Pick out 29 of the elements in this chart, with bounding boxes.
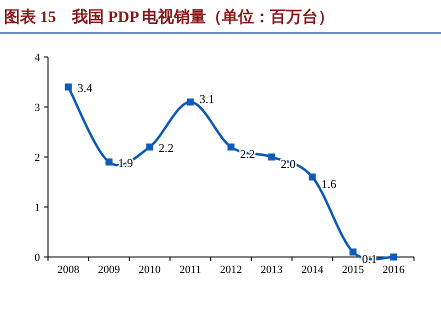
point xyxy=(350,248,356,256)
x-tick-label: 2008 xyxy=(57,264,80,276)
y-tick-label: 1 xyxy=(34,202,40,214)
text: 2.2 xyxy=(158,141,174,155)
y-tick-label: 0 xyxy=(34,252,40,264)
point xyxy=(146,144,154,150)
point xyxy=(308,174,316,180)
point xyxy=(390,254,398,260)
x-tick-label: 2012 xyxy=(220,264,242,276)
text: 1.6 xyxy=(321,177,336,191)
point xyxy=(268,154,276,160)
y-tick-label: 4 xyxy=(34,52,40,64)
text: 3.1 xyxy=(199,92,214,106)
x-tick-label: 2015 xyxy=(342,264,364,276)
x-tick-label: 2014 xyxy=(301,264,324,276)
x-tick-label: 2010 xyxy=(138,264,162,276)
x-tick-label: 2009 xyxy=(98,264,120,276)
point xyxy=(228,144,234,150)
y-tick-label: 3 xyxy=(34,102,40,114)
chart-title: 图表 15 我国 PDP 电视销量（单位：百万台） xyxy=(4,8,334,26)
point xyxy=(106,158,112,166)
point xyxy=(186,98,194,106)
text: 0.1 xyxy=(362,252,377,266)
x-tick-label: 2016 xyxy=(382,264,406,276)
y-tick-label: 2 xyxy=(34,152,40,164)
x-tick-label: 2013 xyxy=(260,264,284,276)
x-tick-label: 2011 xyxy=(180,264,202,276)
point xyxy=(64,84,72,90)
text: 3.4 xyxy=(77,81,92,95)
